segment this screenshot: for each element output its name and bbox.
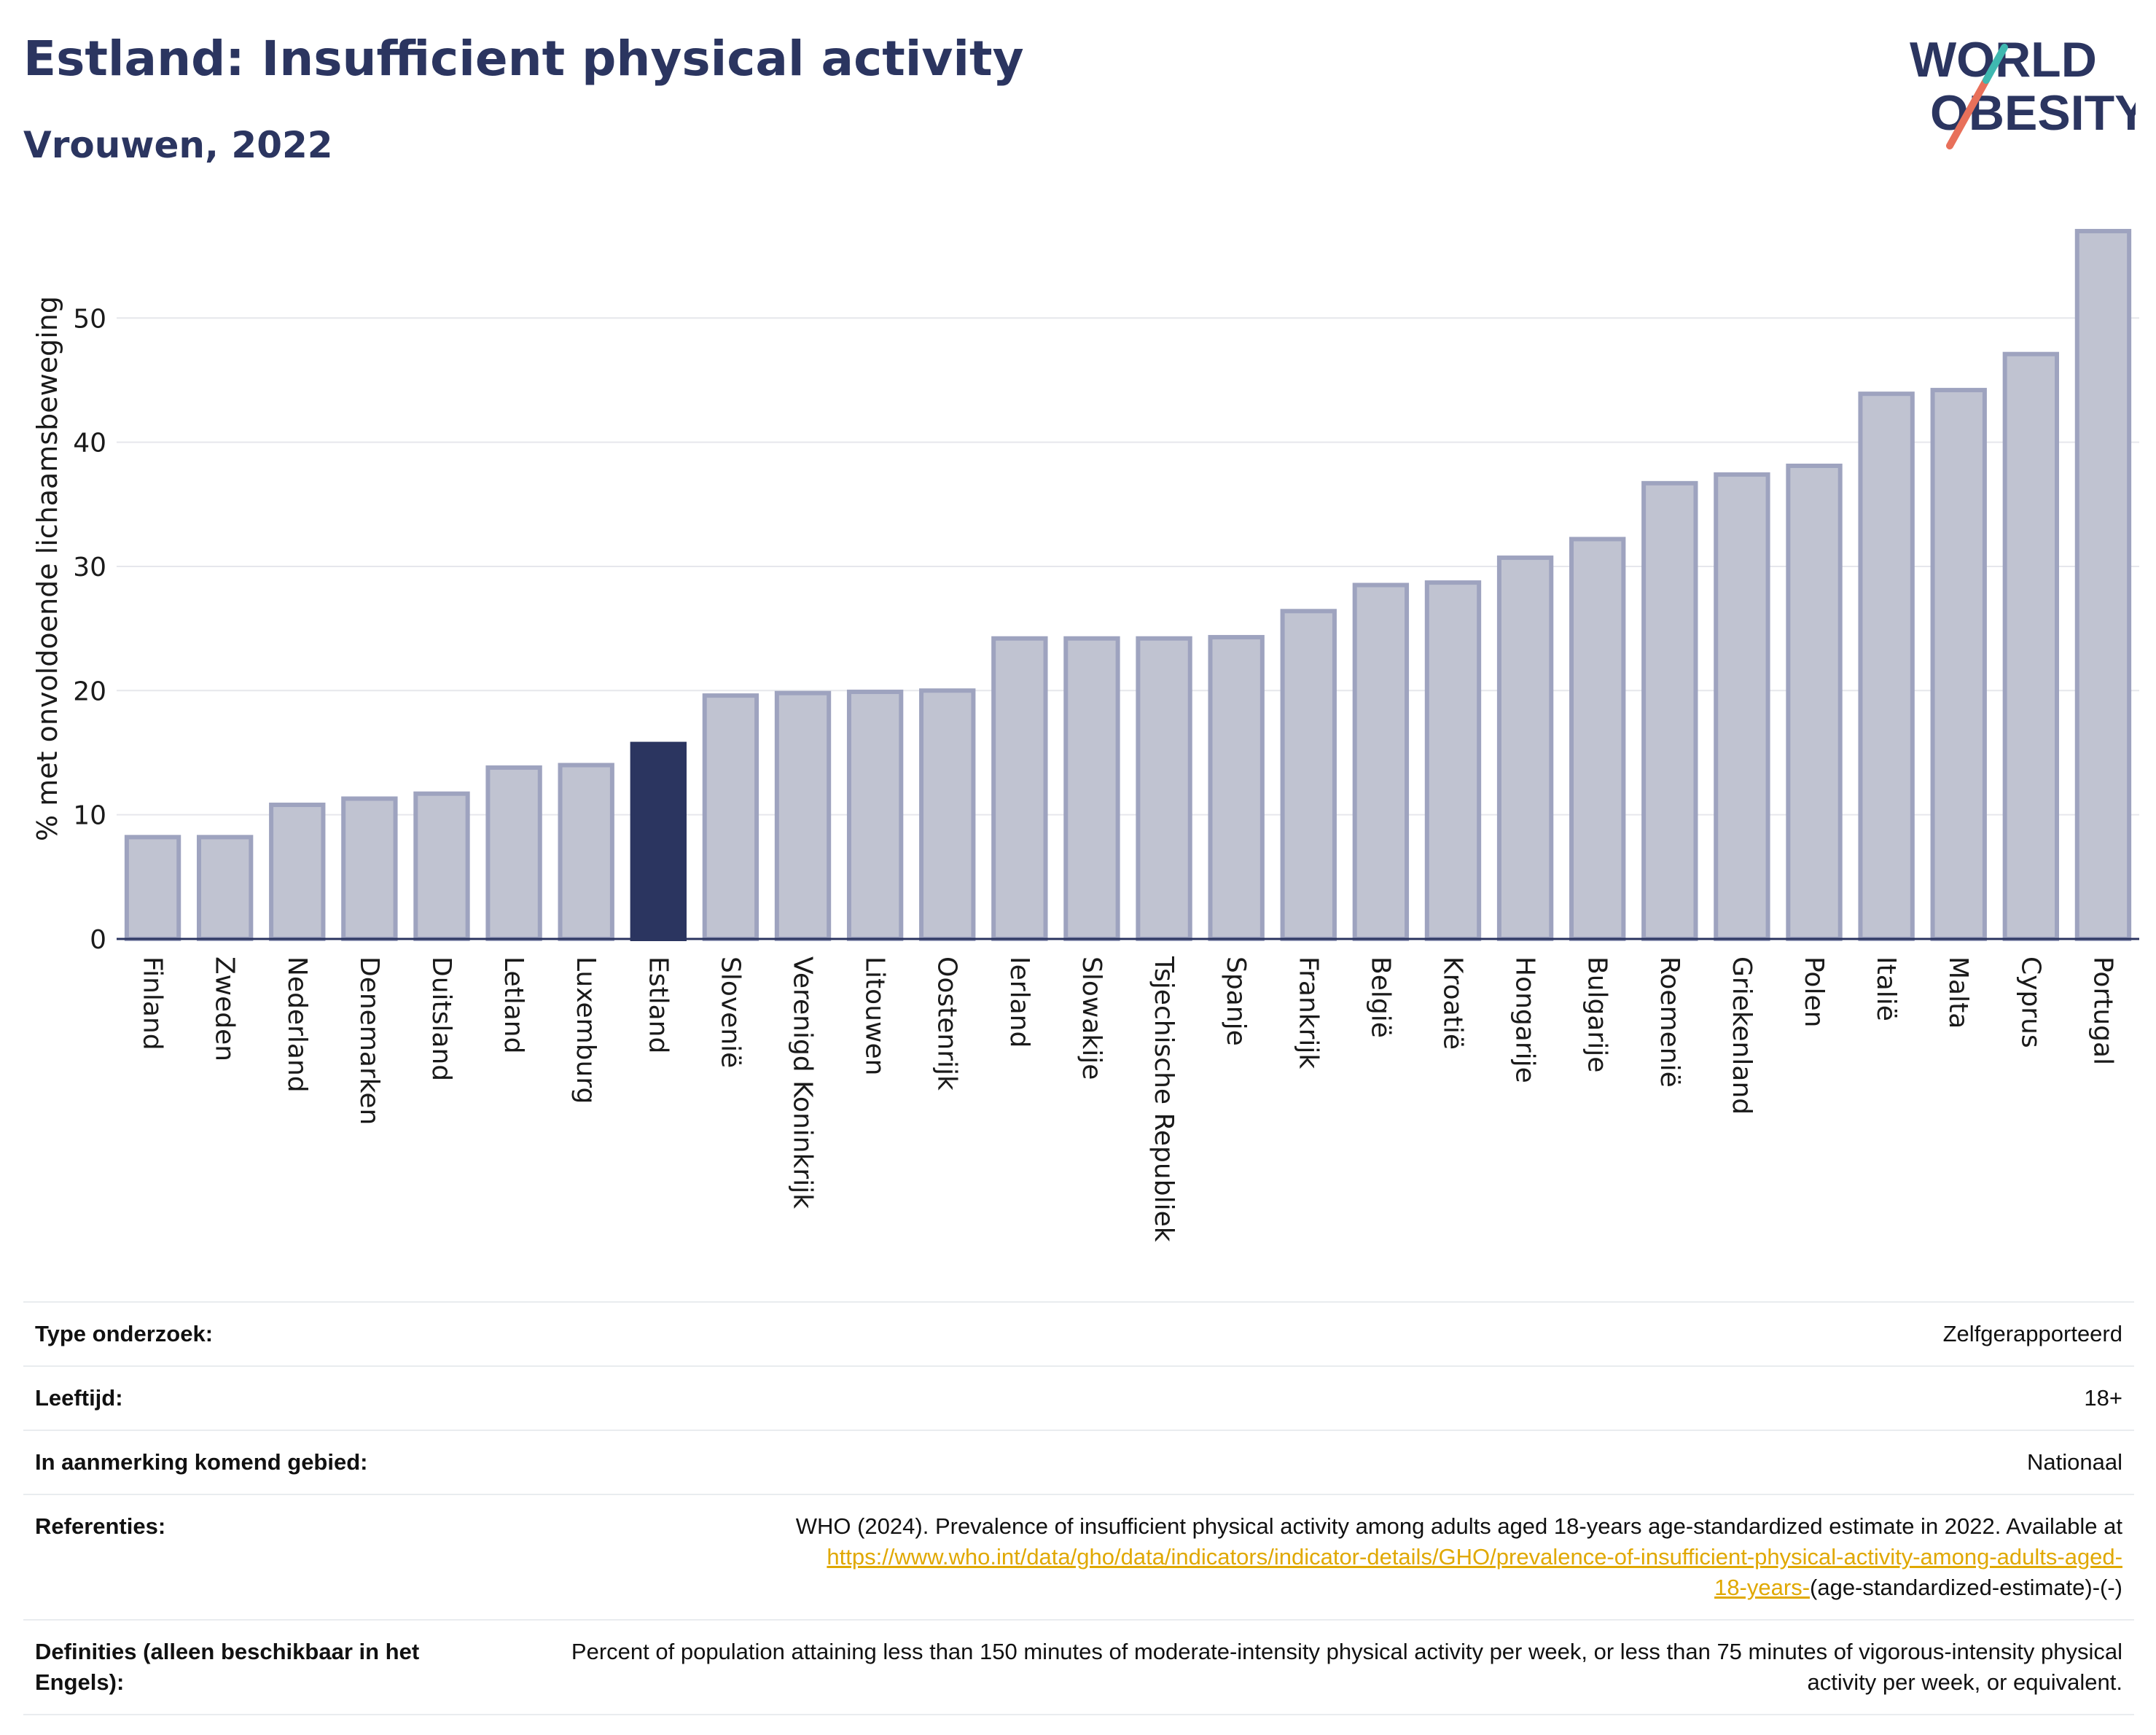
x-tick-label: Letland	[499, 956, 528, 1053]
bar	[1352, 582, 1410, 941]
x-tick-label: Roemenië	[1655, 956, 1684, 1088]
x-tick-label: Luxemburg	[571, 956, 601, 1104]
bar	[919, 688, 976, 942]
bar	[1569, 537, 1626, 941]
x-tick-label: Verenigd Koninkrijk	[788, 956, 818, 1209]
info-row-area: In aanmerking komend gebied: Nationaal	[23, 1430, 2134, 1494]
y-tick-label: 30	[73, 553, 106, 582]
y-tick-label: 50	[73, 304, 106, 334]
info-label: Leeftijd:	[35, 1385, 123, 1411]
bar	[1714, 472, 1770, 941]
bar	[341, 796, 398, 942]
bar-highlight	[630, 741, 687, 941]
bar	[1424, 580, 1482, 941]
bar	[269, 803, 326, 941]
page-title: Estland: Insufficient physical activity	[23, 31, 1024, 87]
bar	[1280, 609, 1337, 942]
x-tick-label: Zweden	[210, 956, 240, 1061]
x-tick-label: Nederland	[282, 956, 312, 1093]
reference-citation: WHO (2024). Prevalence of insufficient p…	[795, 1513, 2122, 1539]
bar	[2002, 351, 2060, 942]
bar	[1496, 555, 1554, 941]
info-label: In aanmerking komend gebied:	[35, 1449, 368, 1475]
info-value: 18+	[2084, 1385, 2122, 1411]
reference-link-continued[interactable]: 18-years-	[1714, 1575, 1811, 1600]
x-tick-label: Estland	[643, 956, 673, 1053]
references-text: WHO (2024). Prevalence of insufficient p…	[501, 1511, 2122, 1603]
x-tick-label: Italië	[1871, 956, 1901, 1021]
bar	[991, 636, 1048, 941]
x-tick-label: Spanje	[1221, 956, 1251, 1046]
axes: 0 10 20 30 40 50 Finland Zweden Nederland Denemar…	[73, 304, 2139, 1242]
x-tick-label: Kroatië	[1437, 956, 1467, 1050]
bar-chart: 0 10 20 30 40 50 Finland Zweden Nederland Denemar…	[31, 229, 2139, 1242]
bar	[1786, 463, 1843, 941]
bar	[1930, 388, 1987, 941]
x-tick-label: Bulgarije	[1582, 956, 1612, 1072]
y-tick-label: 10	[73, 801, 106, 831]
x-tick-label: Slovenië	[715, 956, 745, 1068]
x-tick-label: België	[1365, 956, 1395, 1038]
bar	[558, 763, 614, 941]
x-tick-label: Litouwen	[860, 956, 890, 1075]
x-tick-label: Slowakije	[1077, 956, 1106, 1080]
bar	[124, 835, 181, 942]
y-tick-label: 0	[90, 925, 106, 955]
world-obesity-logo: WORLD OBESITY	[1895, 22, 2148, 153]
x-tick-label: Tsjechische Republiek	[1149, 956, 1179, 1242]
bar	[1136, 636, 1192, 941]
reference-suffix: (age-standardized-estimate)-(-)	[1810, 1575, 2122, 1600]
x-tick-label: Oostenrijk	[932, 956, 962, 1091]
info-row-survey-type: Type onderzoek: Zelfgerapporteerd	[23, 1301, 2134, 1365]
x-tick-label: Polen	[1799, 956, 1829, 1027]
bar	[1208, 635, 1265, 941]
info-value: Zelfgerapporteerd	[1942, 1321, 2122, 1346]
bar	[1063, 636, 1120, 941]
bar	[196, 835, 254, 942]
info-row-age: Leeftijd: 18+	[23, 1365, 2134, 1430]
x-tick-label: Duitsland	[426, 956, 456, 1081]
page-subtitle: Vrouwen, 2022	[23, 124, 333, 166]
x-tick-label: Griekenland	[1727, 956, 1757, 1115]
bar	[1641, 480, 1698, 941]
info-value: Nationaal	[2027, 1449, 2122, 1475]
info-label: Definities (alleen beschikbaar in het En…	[35, 1639, 420, 1695]
bar	[702, 693, 759, 941]
x-tick-label: Portugal	[2087, 956, 2117, 1065]
info-row-references: Referenties: WHO (2024). Prevalence of i…	[23, 1494, 2134, 1619]
x-tick-label: Finland	[138, 956, 168, 1050]
bars	[124, 229, 2132, 942]
y-tick-label: 20	[73, 677, 106, 706]
reference-link[interactable]: https://www.who.int/data/gho/data/indica…	[827, 1544, 2122, 1570]
info-label: Referenties:	[35, 1513, 166, 1539]
info-table: Type onderzoek: Zelfgerapporteerd Leefti…	[23, 1301, 2134, 1715]
bar	[485, 765, 542, 942]
x-tick-label: Hongarije	[1510, 956, 1540, 1083]
bar	[1858, 391, 1915, 941]
x-tick-label: Cyprus	[2015, 956, 2045, 1048]
info-label: Type onderzoek:	[35, 1321, 214, 1346]
x-tick-label: Frankrijk	[1293, 956, 1323, 1069]
logo-line1: WORLD	[1910, 32, 2097, 87]
x-tick-label: Denemarken	[354, 956, 384, 1125]
info-row-definitions: Definities (alleen beschikbaar in het En…	[23, 1619, 2134, 1715]
y-tick-label: 40	[73, 429, 106, 459]
bar	[2074, 229, 2132, 941]
y-axis-label: % met onvoldoende lichaamsbeweging	[31, 296, 63, 841]
definition-text: Percent of population attaining less tha…	[571, 1639, 2122, 1695]
x-tick-label: Malta	[1943, 956, 1973, 1029]
bar	[413, 791, 470, 941]
x-tick-label: Ierland	[1004, 956, 1034, 1048]
bar	[774, 690, 832, 941]
bar	[846, 690, 904, 941]
